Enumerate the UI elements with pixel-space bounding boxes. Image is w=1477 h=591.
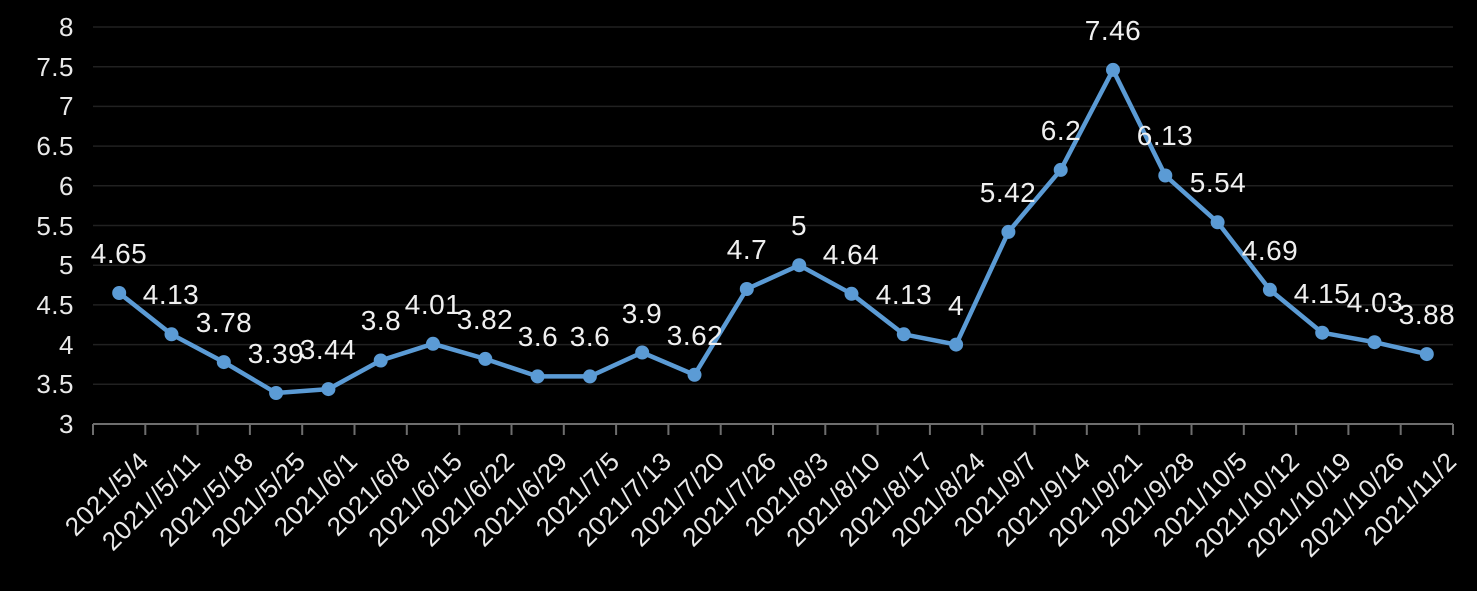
data-point-label: 7.46 bbox=[1084, 15, 1142, 46]
y-axis-tick-label: 3 bbox=[59, 409, 74, 439]
data-point-marker bbox=[530, 369, 545, 384]
y-axis-tick-label: 3.5 bbox=[36, 369, 74, 399]
data-point-label: 3.8 bbox=[360, 305, 402, 336]
data-point-marker bbox=[1419, 347, 1434, 362]
data-point-label: 4.13 bbox=[875, 279, 933, 310]
data-point-marker bbox=[635, 345, 650, 360]
data-point-label: 3.82 bbox=[456, 304, 514, 335]
data-point-marker bbox=[949, 337, 964, 352]
data-point-label: 5.42 bbox=[979, 177, 1037, 208]
data-point-label: 3.6 bbox=[517, 321, 559, 352]
data-point-label: 4.7 bbox=[726, 234, 768, 265]
data-point-marker bbox=[844, 286, 859, 301]
data-point-marker bbox=[269, 386, 284, 400]
data-point-marker bbox=[1001, 224, 1016, 239]
data-point-marker bbox=[373, 353, 388, 368]
series-line bbox=[116, 67, 1430, 396]
data-point-label: 4.03 bbox=[1346, 287, 1404, 318]
y-axis-tick-label: 4.5 bbox=[36, 290, 74, 320]
data-point-marker bbox=[582, 369, 597, 384]
data-point-marker bbox=[321, 382, 336, 397]
y-axis-tick-label: 5.5 bbox=[36, 211, 74, 241]
data-point-label: 3.88 bbox=[1398, 299, 1456, 330]
data-point-label: 3.39 bbox=[247, 338, 305, 369]
data-point-label: 4.69 bbox=[1241, 235, 1299, 266]
data-point-label: 5.54 bbox=[1189, 167, 1247, 198]
data-point-marker bbox=[164, 327, 179, 342]
data-point-marker bbox=[1315, 325, 1330, 340]
data-point-marker bbox=[1367, 335, 1382, 350]
y-axis-tick-label: 7.5 bbox=[36, 52, 74, 82]
data-point-marker bbox=[216, 355, 231, 370]
data-point-label: 5 bbox=[790, 210, 808, 241]
data-point-label: 6.2 bbox=[1040, 115, 1082, 146]
data-point-marker bbox=[792, 258, 807, 273]
data-point-label: 3.62 bbox=[666, 320, 724, 351]
data-point-label: 4.13 bbox=[142, 279, 200, 310]
data-point-label: 4.65 bbox=[90, 238, 148, 269]
y-axis-tick-label: 6 bbox=[59, 171, 74, 201]
data-point-label: 3.44 bbox=[299, 334, 357, 365]
data-point-label: 3.9 bbox=[621, 298, 663, 329]
y-axis-tick-label: 6.5 bbox=[36, 131, 74, 161]
data-point-marker bbox=[112, 286, 127, 300]
y-axis-tick-label: 7 bbox=[59, 91, 74, 121]
data-point-label: 3.78 bbox=[195, 307, 253, 338]
data-point-marker bbox=[687, 367, 702, 382]
data-point-label: 3.6 bbox=[569, 321, 611, 352]
data-point-marker bbox=[739, 282, 754, 296]
data-point-marker bbox=[1106, 62, 1120, 77]
data-point-marker bbox=[896, 327, 911, 342]
data-point-marker bbox=[1053, 162, 1068, 177]
data-point-marker bbox=[478, 351, 493, 366]
data-point-marker bbox=[1262, 282, 1277, 297]
data-point-label: 4.64 bbox=[822, 239, 880, 270]
data-point-marker bbox=[1210, 215, 1225, 230]
data-point-marker bbox=[426, 336, 440, 351]
y-axis-tick-label: 5 bbox=[59, 250, 74, 280]
data-point-label: 4.01 bbox=[404, 289, 462, 320]
data-point-marker bbox=[1158, 168, 1173, 183]
data-point-label: 6.13 bbox=[1136, 120, 1194, 151]
data-point-label: 4 bbox=[947, 290, 965, 321]
data-point-label: 4.15 bbox=[1293, 278, 1351, 309]
y-axis-tick-label: 4 bbox=[59, 330, 74, 360]
y-axis-tick-label: 8 bbox=[59, 12, 74, 42]
